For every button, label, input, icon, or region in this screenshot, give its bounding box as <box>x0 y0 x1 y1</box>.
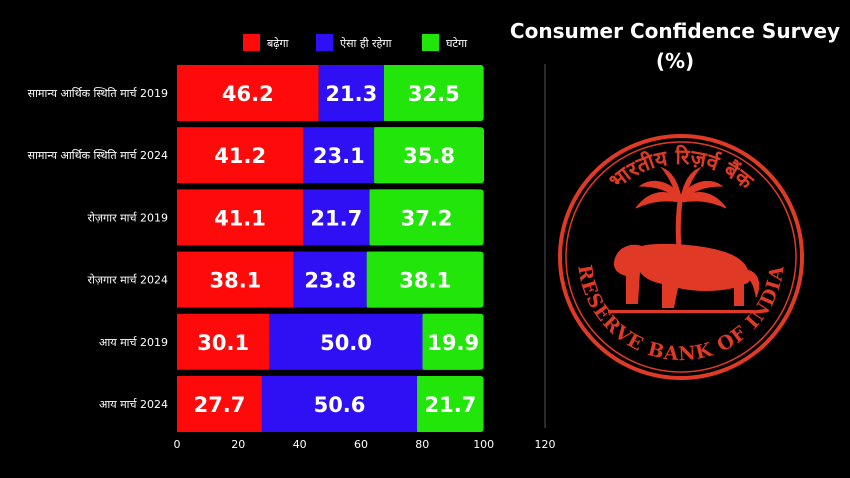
bar-value-label: 30.1 <box>197 331 249 355</box>
chart-title-line-1: Consumer Confidence Survey <box>509 19 841 43</box>
chart-title-line-2: (%) <box>655 49 695 73</box>
bar-value-label: 32.5 <box>408 82 460 106</box>
rbi-seal-logo: भारतीय रिज़र्व बैंक RESERVE BANK OF INDI… <box>558 134 804 380</box>
bar-value-label: 27.7 <box>194 393 246 417</box>
x-tick-label: 0 <box>174 438 181 451</box>
category-label: सामान्य आर्थिक स्थिति मार्च 2024 <box>28 149 168 162</box>
legend-swatch <box>243 34 260 51</box>
legend-label: घटेगा <box>446 37 467 50</box>
bar-segment <box>318 65 384 121</box>
category-label: रोज़गार मार्च 2024 <box>88 274 168 287</box>
legend-swatch <box>316 34 333 51</box>
x-tick-label: 120 <box>535 438 556 451</box>
seal-hindi-text: भारतीय रिज़र्व बैंक <box>604 144 759 194</box>
bar-segment <box>269 313 423 370</box>
bar-segment <box>261 376 418 432</box>
bar-segment <box>177 65 319 121</box>
bar-value-label: 23.8 <box>304 269 356 293</box>
bar-segment <box>177 376 262 432</box>
tiger-icon <box>613 243 760 308</box>
seal-ground-line <box>608 310 754 313</box>
bar-segment <box>303 127 375 184</box>
bar-segment <box>177 313 270 370</box>
bar-value-label: 37.2 <box>401 206 453 230</box>
bar-segment <box>374 127 478 184</box>
bar-segment <box>417 376 478 432</box>
bar-segment <box>422 313 478 370</box>
bar-segment <box>177 189 303 246</box>
bar-value-label: 38.1 <box>399 269 451 293</box>
bar-segment <box>177 251 294 308</box>
palm-tree-icon <box>635 166 727 261</box>
bar-value-label: 21.7 <box>310 206 362 230</box>
bar-segment <box>303 189 370 246</box>
bar-value-label: 21.7 <box>424 393 476 417</box>
legend: बढ़ेगा ऐसा ही रहेगा घटेगा <box>243 34 467 51</box>
x-axis: 0 20 40 60 80 100 120 <box>174 64 556 451</box>
bar-value-label: 21.3 <box>325 82 377 106</box>
bars: 46.2 21.3 32.5 41.2 23.1 35.8 41.1 21.7 37.2 38.1… <box>177 65 484 432</box>
bar-segment <box>369 189 478 246</box>
category-label: आय मार्च 2024 <box>99 398 168 411</box>
x-tick-label: 80 <box>415 438 429 451</box>
chart-title: Consumer Confidence Survey (%) <box>505 16 845 76</box>
bar-value-label: 19.9 <box>427 331 479 355</box>
category-labels: सामान्य आर्थिक स्थिति मार्च 2019 सामान्य … <box>28 87 168 411</box>
bar-value-label: 46.2 <box>222 82 274 106</box>
bar-segment <box>293 251 367 308</box>
bar-value-label: 35.8 <box>403 144 455 168</box>
x-tick-label: 60 <box>354 438 368 451</box>
seal-inner-ring <box>565 141 797 373</box>
bar-value-label: 50.0 <box>320 331 372 355</box>
category-label: सामान्य आर्थिक स्थिति मार्च 2019 <box>28 87 168 100</box>
x-tick-label: 100 <box>473 438 494 451</box>
bar-value-label: 23.1 <box>313 144 365 168</box>
bar-segment <box>384 65 478 121</box>
x-tick-label: 40 <box>293 438 307 451</box>
bar-value-label: 41.1 <box>214 206 266 230</box>
seal-outer-ring <box>558 134 804 380</box>
bar-value-label: 50.6 <box>314 393 366 417</box>
legend-swatch <box>422 34 439 51</box>
bar-value-label: 38.1 <box>209 269 261 293</box>
bar-value-label: 41.2 <box>214 144 266 168</box>
legend-label: ऐसा ही रहेगा <box>340 37 392 50</box>
bar-segment <box>366 251 478 308</box>
category-label: रोज़गार मार्च 2019 <box>88 211 168 224</box>
bar-segment <box>177 127 304 184</box>
legend-label: बढ़ेगा <box>267 37 289 50</box>
x-tick-label: 20 <box>231 438 245 451</box>
category-label: आय मार्च 2019 <box>99 336 168 349</box>
